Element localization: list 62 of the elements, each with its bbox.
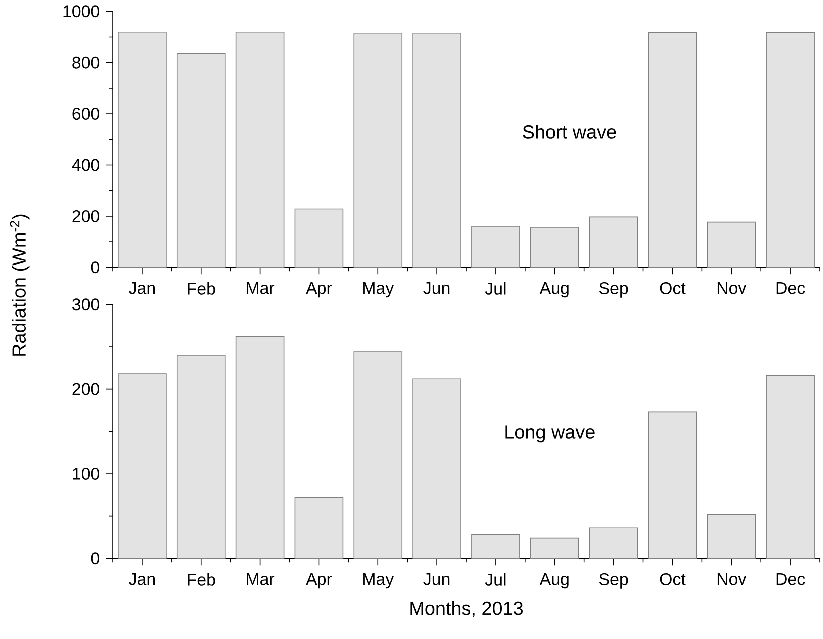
- bar: [118, 374, 167, 560]
- bar: [648, 412, 698, 560]
- x-tick-label: Sep: [600, 282, 628, 298]
- bar: [589, 216, 638, 268]
- x-tick-label: Jul: [485, 574, 506, 586]
- x-tick-label: Jun: [424, 282, 450, 294]
- x-tick-label: Mar: [247, 574, 275, 586]
- y-tick-label: 800: [72, 57, 100, 70]
- x-tick-label: Dec: [776, 282, 806, 294]
- bar: [118, 32, 167, 268]
- bar: [766, 32, 815, 268]
- bar: [472, 226, 520, 268]
- bar: [472, 534, 520, 560]
- bar: [707, 514, 756, 560]
- x-tick-label: Jul: [485, 282, 506, 296]
- bar: [412, 33, 462, 268]
- x-tick-label: Jun: [424, 574, 450, 586]
- x-tick-label: Mar: [247, 282, 275, 294]
- annotation: Short wave: [523, 125, 616, 140]
- bar: [176, 355, 226, 560]
- y-tick-label: 1000: [64, 6, 100, 18]
- x-tick-label: Dec: [776, 574, 806, 586]
- bar: [648, 32, 698, 268]
- x-tick-label: Feb: [188, 282, 216, 296]
- y-tick-label: 200: [72, 210, 100, 223]
- annotation: Long wave: [506, 426, 595, 443]
- bar: [236, 336, 285, 560]
- x-tick-label: Nov: [718, 574, 747, 586]
- bar: [530, 538, 580, 560]
- x-tick-label: Aug: [540, 574, 569, 589]
- bar: [294, 209, 344, 268]
- x-tick-label: Apr: [306, 574, 332, 589]
- bar: [530, 227, 580, 268]
- bar: [176, 53, 226, 268]
- x-tick-label: May: [364, 574, 394, 589]
- y-tick-label: 300: [72, 298, 100, 311]
- x-tick-label: Oct: [660, 282, 686, 295]
- bar: [236, 32, 285, 268]
- bar: [589, 528, 638, 560]
- bar: [707, 222, 756, 268]
- x-axis-title: Months, 2013: [410, 602, 523, 618]
- bar: [412, 378, 462, 560]
- y-tick-label: 0: [91, 552, 100, 565]
- x-tick-label: Jan: [129, 282, 156, 294]
- x-tick-label: May: [364, 282, 394, 298]
- bar: [354, 33, 403, 268]
- x-tick-label: Oct: [660, 574, 686, 586]
- x-tick-label: Jan: [129, 574, 156, 586]
- y-tick-label: 200: [72, 383, 100, 396]
- bar: [294, 497, 344, 560]
- x-tick-label: Apr: [306, 282, 332, 298]
- x-tick-label: Nov: [718, 282, 747, 294]
- y-tick-label: 100: [73, 468, 100, 480]
- bar: [354, 352, 403, 560]
- x-tick-label: Feb: [188, 574, 216, 586]
- y-tick-label: 0: [91, 262, 100, 274]
- x-tick-label: Aug: [540, 282, 569, 298]
- y-tick-label: 400: [72, 159, 100, 172]
- y-axis-title: Radiation (Wm$^{-2}$): [10, 215, 30, 356]
- x-tick-label: Sep: [600, 574, 628, 589]
- bar: [766, 376, 815, 560]
- y-tick-label: 600: [72, 108, 100, 120]
